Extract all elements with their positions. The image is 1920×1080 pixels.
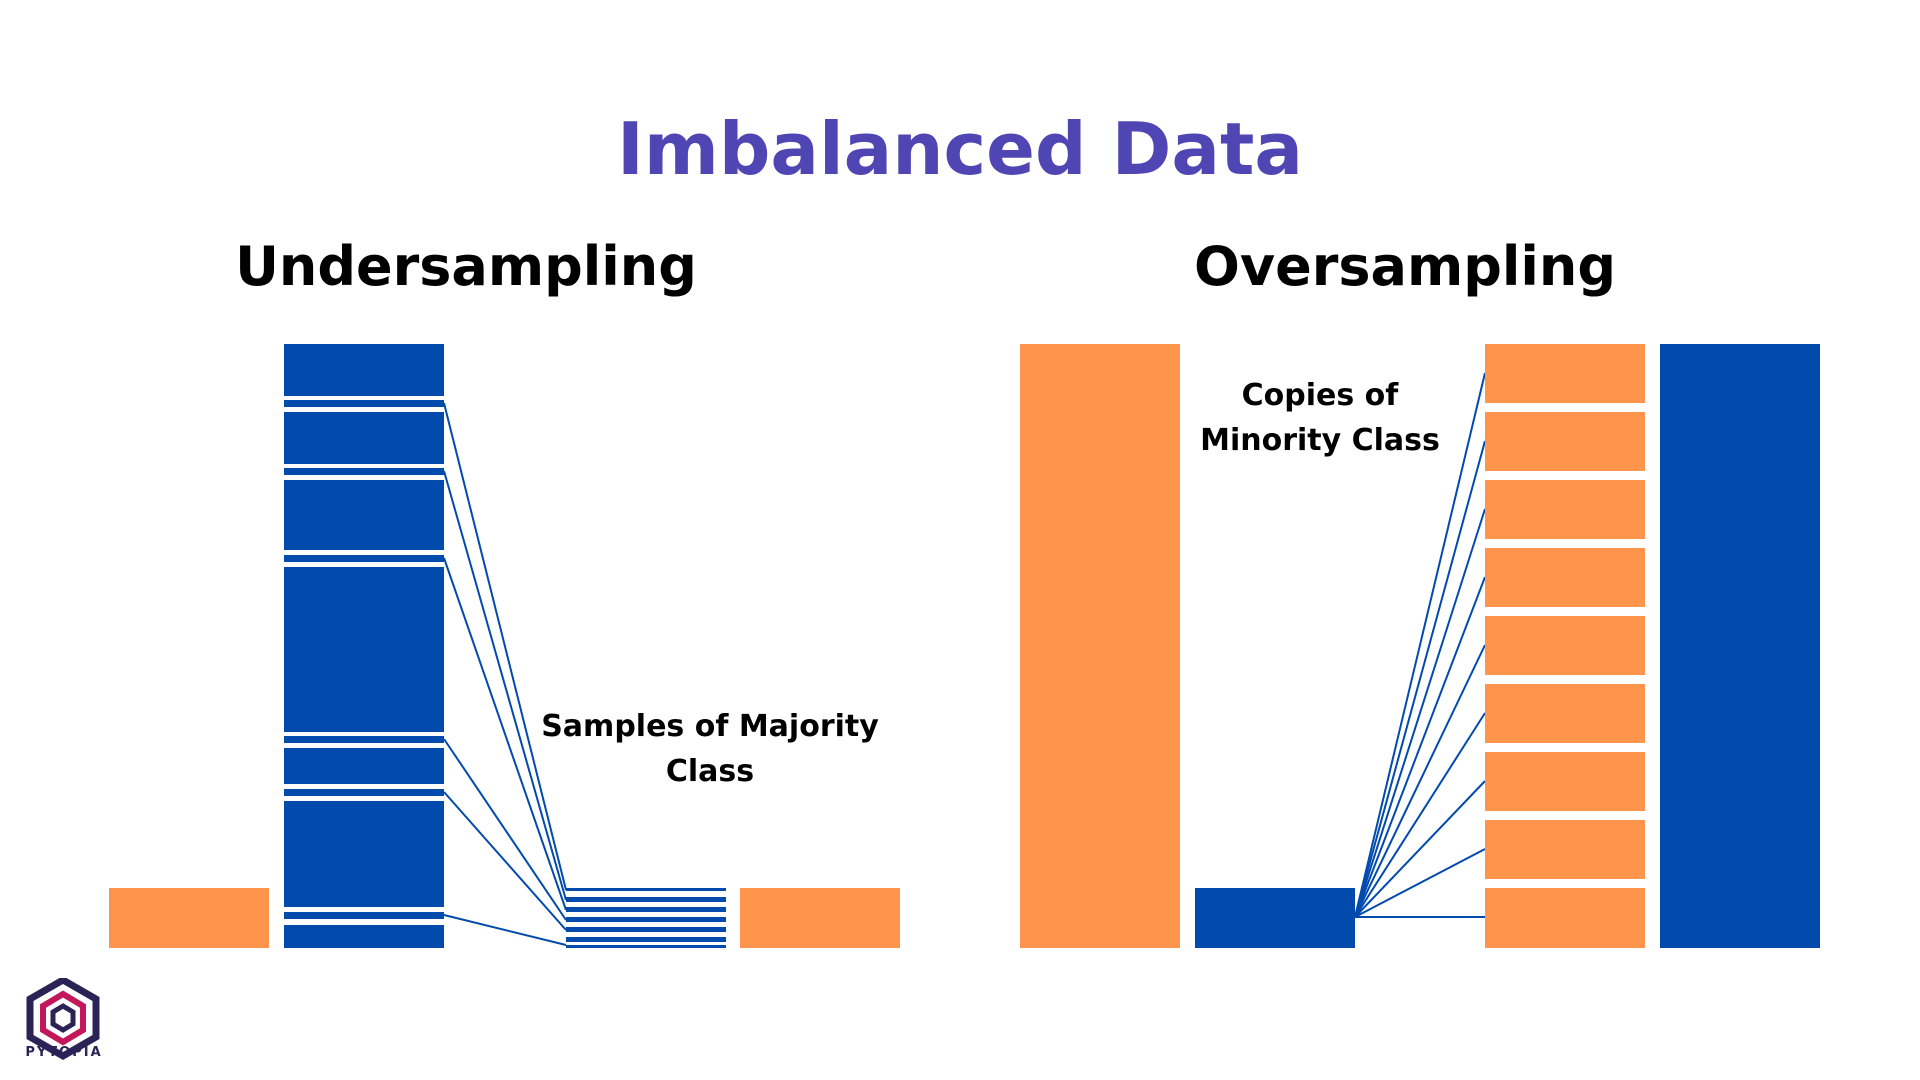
majority-segment xyxy=(284,480,444,550)
connector-line xyxy=(1354,848,1486,918)
oversampled-minority-stack xyxy=(1485,344,1645,948)
connector-line xyxy=(443,470,567,901)
connector-line xyxy=(1354,644,1486,918)
oversampling-heading: Oversampling xyxy=(1194,235,1616,298)
oversampling-panel xyxy=(1020,344,1820,948)
sample-line xyxy=(566,888,726,891)
copy-block xyxy=(1485,344,1645,403)
connector-line xyxy=(443,914,567,946)
majority-segment xyxy=(284,412,444,464)
sample-line xyxy=(566,945,726,948)
connector-line xyxy=(443,738,567,921)
hexagon-logo-icon xyxy=(26,978,100,1061)
minority-copies-label: Copies of Minority Class xyxy=(1200,378,1440,458)
copy-block xyxy=(1485,888,1645,948)
majority-segment xyxy=(284,468,444,475)
copy-block xyxy=(1485,752,1645,811)
majority-segment xyxy=(284,555,444,562)
connector-line xyxy=(1354,508,1486,918)
page-title: Imbalanced Data xyxy=(617,107,1303,191)
connector-line xyxy=(1354,440,1486,918)
connector-line xyxy=(1354,712,1486,918)
connector-line xyxy=(443,557,567,911)
under-minority-bar xyxy=(109,888,269,948)
over-tall-blue-bar xyxy=(1660,344,1820,948)
sample-connector-lines xyxy=(443,402,567,946)
majority-segment xyxy=(284,789,444,796)
copy-block xyxy=(1485,412,1645,471)
connector-line xyxy=(1354,780,1486,918)
majority-segment xyxy=(284,567,444,732)
under-majority-bar xyxy=(284,344,444,948)
copy-connector-lines xyxy=(1354,372,1486,918)
majority-segment xyxy=(284,912,444,919)
sample-line xyxy=(566,927,726,932)
copy-block xyxy=(1485,820,1645,879)
copy-block xyxy=(1485,616,1645,675)
undersampled-majority-stack xyxy=(566,888,726,948)
majority-segment xyxy=(284,748,444,784)
connector-line xyxy=(1354,372,1486,918)
over-minority-bar xyxy=(1195,888,1355,948)
sample-line xyxy=(566,907,726,912)
under-minority-bar-result xyxy=(740,888,900,948)
connector-line xyxy=(443,791,567,931)
copy-block xyxy=(1485,548,1645,607)
undersampling-heading: Undersampling xyxy=(235,235,697,298)
copy-block xyxy=(1485,480,1645,539)
majority-segment xyxy=(284,344,444,396)
connector-line xyxy=(443,402,567,891)
majority-segment xyxy=(284,400,444,407)
copy-block xyxy=(1485,684,1645,743)
majority-segment xyxy=(284,801,444,907)
connector-line xyxy=(1354,576,1486,918)
sample-line xyxy=(566,937,726,942)
majority-samples-label: Samples of Majority Class xyxy=(541,709,879,789)
majority-segment xyxy=(284,925,444,948)
logo-wordmark: PYTOPIA xyxy=(25,1045,103,1060)
undersampling-panel xyxy=(109,344,900,948)
over-tall-orange-bar xyxy=(1020,344,1180,948)
sample-line xyxy=(566,897,726,902)
sample-line xyxy=(566,917,726,922)
majority-segment xyxy=(284,736,444,743)
